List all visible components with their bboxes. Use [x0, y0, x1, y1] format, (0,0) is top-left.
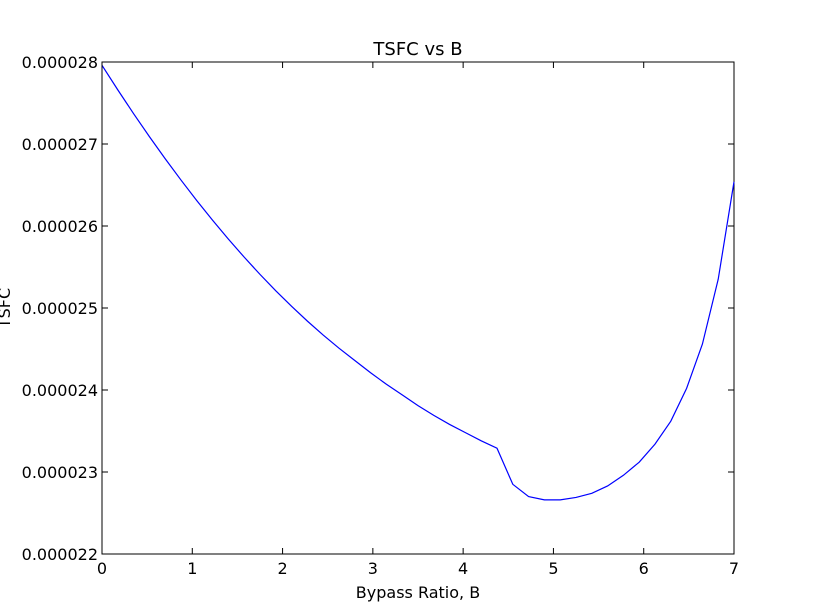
y-tick-label: 0.000027	[22, 135, 98, 154]
plot-frame	[101, 61, 735, 555]
x-axis-label: Bypass Ratio, B	[356, 583, 480, 602]
x-tick-label: 4	[458, 559, 468, 578]
x-tick-label: 2	[277, 559, 287, 578]
x-tick-label: 3	[368, 559, 378, 578]
x-tick-label: 0	[97, 559, 107, 578]
x-tick-label: 1	[187, 559, 197, 578]
plot-area: 0 1 2 3 4 5 6 7 0.000022 0.000023 0.000024 0.000025…	[22, 53, 739, 578]
y-axis-label: TSFC	[0, 288, 14, 329]
series-line-0	[101, 64, 735, 501]
y-tick-label: 0.000026	[22, 217, 98, 236]
y-tick-label: 0.000028	[22, 53, 98, 72]
y-tick-label: 0.000023	[22, 463, 98, 482]
y-tick-label: 0.000025	[22, 299, 98, 318]
y-tick-label: 0.000022	[22, 545, 98, 564]
x-tick-label: 6	[639, 559, 649, 578]
x-tick-label: 5	[548, 559, 558, 578]
y-tick-label: 0.000024	[22, 381, 98, 400]
chart-title: TSFC vs B	[372, 39, 462, 60]
x-tick-label: 7	[729, 559, 739, 578]
